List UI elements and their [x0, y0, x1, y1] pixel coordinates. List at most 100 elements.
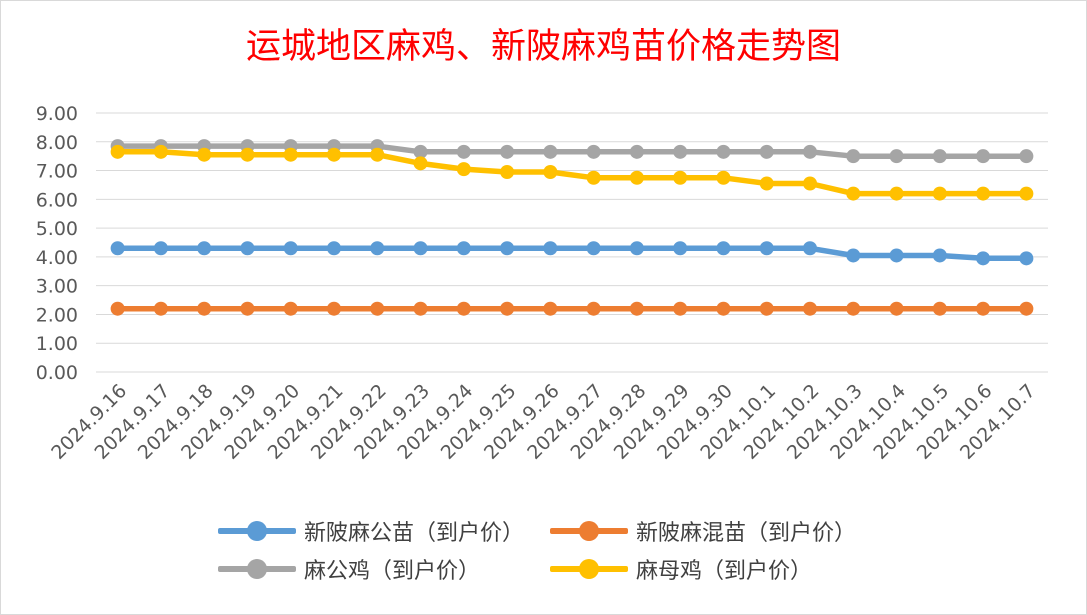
data-point — [1019, 186, 1034, 201]
data-point — [1019, 149, 1034, 164]
data-point — [846, 248, 861, 263]
series-layer — [110, 139, 1034, 316]
data-point — [456, 241, 471, 256]
data-point — [370, 301, 385, 316]
data-point — [889, 301, 904, 316]
data-point — [586, 144, 601, 159]
data-point — [500, 301, 515, 316]
legend-label-4: 麻母鸡（到户价） — [636, 559, 813, 584]
data-point — [110, 241, 125, 256]
data-point — [803, 241, 817, 256]
series-line — [114, 245, 1030, 262]
y-tick-label: 2.00 — [36, 304, 78, 326]
line-chart: 0.00 1.00 2.00 3.00 4.00 5.00 6.00 7.00 8.00 9.00… — [36, 103, 1048, 464]
y-axis-labels: 0.00 1.00 2.00 3.00 4.00 5.00 6.00 7.00 8.00 9.00 — [36, 103, 78, 384]
series-line — [114, 143, 1030, 159]
series-4 — [110, 144, 1034, 201]
data-point — [629, 170, 644, 185]
data-point — [932, 186, 947, 201]
data-point — [932, 301, 947, 316]
data-point — [803, 176, 817, 191]
y-tick-label: 1.00 — [36, 333, 78, 355]
data-point — [456, 162, 471, 177]
data-point — [413, 301, 428, 316]
legend-label-2: 新陂麻混苗（到户价） — [636, 521, 857, 546]
data-point — [197, 301, 212, 316]
legend-marker-4 — [579, 559, 599, 579]
data-point — [413, 241, 428, 256]
data-point — [889, 149, 904, 164]
data-point — [1019, 251, 1034, 266]
chart-title: 运城地区麻鸡、新陂麻鸡苗价格走势图 — [245, 27, 841, 67]
data-point — [500, 144, 515, 159]
legend-item-3: 麻公鸡（到户价） — [218, 549, 480, 589]
data-point — [586, 301, 601, 316]
data-point — [1019, 301, 1034, 316]
data-point — [543, 144, 558, 159]
data-point — [976, 149, 991, 164]
gridlines — [96, 112, 1048, 373]
data-point — [500, 241, 515, 256]
data-point — [413, 156, 428, 171]
data-point — [932, 248, 947, 263]
data-point — [543, 241, 558, 256]
data-point — [673, 241, 688, 256]
data-point — [803, 301, 817, 316]
data-point — [673, 301, 688, 316]
data-point — [327, 301, 341, 316]
data-point — [629, 241, 644, 256]
legend-swatch-2 — [550, 521, 628, 541]
data-point — [629, 301, 644, 316]
y-tick-label: 7.00 — [36, 161, 78, 183]
y-tick-label: 5.00 — [36, 218, 78, 240]
data-point — [543, 164, 558, 179]
data-point — [153, 144, 168, 159]
data-point — [500, 164, 515, 179]
data-point — [413, 144, 428, 159]
legend-swatch-1 — [218, 521, 296, 541]
data-point — [283, 147, 298, 162]
data-point — [586, 170, 601, 185]
data-point — [370, 241, 385, 256]
data-point — [240, 241, 255, 256]
data-point — [283, 301, 298, 316]
legend-label-3: 麻公鸡（到户价） — [304, 559, 481, 584]
data-point — [716, 170, 731, 185]
legend-swatch-4 — [550, 559, 628, 579]
data-point — [716, 301, 731, 316]
data-point — [197, 241, 212, 256]
y-tick-label: 9.00 — [36, 103, 78, 125]
data-point — [153, 301, 168, 316]
series-1 — [110, 241, 1034, 266]
data-point — [153, 241, 168, 256]
data-point — [110, 144, 125, 159]
series-line — [114, 149, 1030, 197]
data-point — [846, 149, 861, 164]
data-point — [759, 241, 774, 256]
data-point — [803, 144, 817, 159]
data-point — [846, 186, 861, 201]
data-point — [976, 301, 991, 316]
data-point — [629, 144, 644, 159]
data-point — [889, 248, 904, 263]
data-point — [976, 251, 991, 266]
data-point — [889, 186, 904, 201]
data-point — [976, 186, 991, 201]
x-axis-labels: 2024.9.162024.9.172024.9.182024.9.192024… — [47, 380, 1040, 464]
data-point — [846, 301, 861, 316]
y-tick-label: 0.00 — [36, 362, 78, 384]
y-tick-label: 3.00 — [36, 276, 78, 298]
data-point — [327, 147, 341, 162]
legend-marker-2 — [579, 521, 599, 541]
y-tick-label: 6.00 — [36, 189, 78, 211]
data-point — [673, 144, 688, 159]
data-point — [759, 176, 774, 191]
legend-marker-3 — [247, 559, 267, 579]
legend-swatch-3 — [218, 559, 296, 579]
data-point — [543, 301, 558, 316]
data-point — [586, 241, 601, 256]
data-point — [456, 301, 471, 316]
data-point — [197, 147, 212, 162]
y-tick-label: 8.00 — [36, 132, 78, 154]
legend: 新陂麻公苗（到户价） 新陂麻混苗（到户价） 麻公鸡（到户价） 麻母鸡（到户价） — [0, 505, 1087, 595]
